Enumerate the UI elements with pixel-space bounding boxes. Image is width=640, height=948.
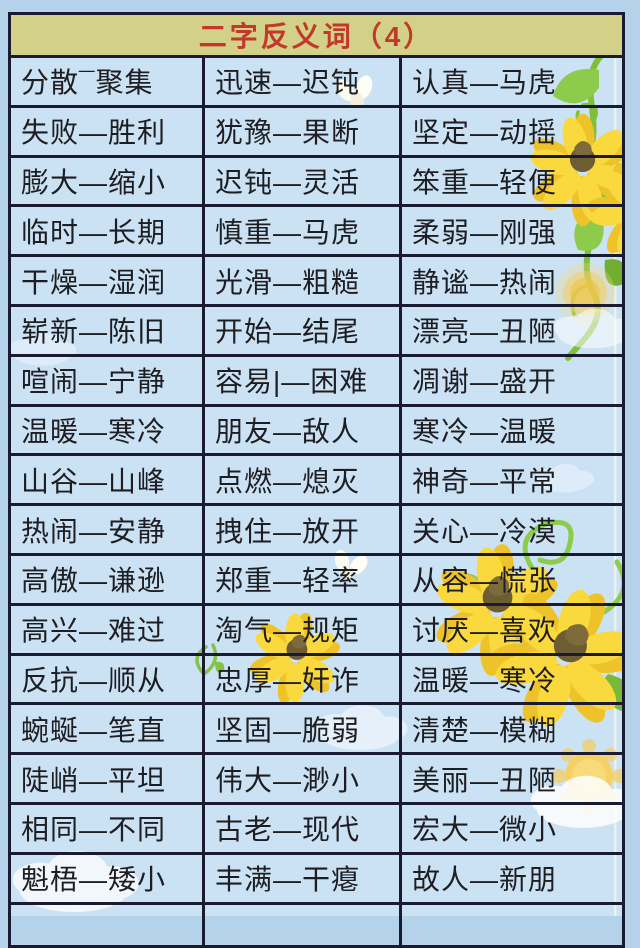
antonym-cell: 古老—现代 — [202, 801, 402, 855]
antonym-cell: 坚定—动摇 — [398, 104, 626, 158]
antonym-cell: 喧闹—宁静 — [8, 353, 205, 407]
antonym-table: 二字反义词（4） 分散¯聚集 迅速—迟钝 认真—马虎 失败—胜利 犹豫—果断 坚… — [7, 12, 626, 948]
antonym-cell: 高兴—难过 — [8, 602, 205, 656]
antonym-cell: 从容—慌张 — [398, 552, 626, 606]
antonym-cell: 温暖—寒冷 — [398, 652, 626, 706]
table-row: 高傲—谦逊 郑重—轻率 从容—慌张 — [8, 552, 626, 606]
antonym-cell: 认真—马虎 — [398, 55, 626, 108]
table-row: 蜿蜒—笔直 坚固—脆弱 清楚—模糊 — [8, 702, 626, 756]
table-row: 相同—不同 古老—现代 宏大—微小 — [8, 801, 626, 855]
antonym-cell: 朋友—敌人 — [202, 403, 402, 457]
antonym-cell: 淘气—规矩 — [202, 602, 402, 656]
table-row: 温暖—寒冷 朋友—敌人 寒冷—温暖 — [8, 403, 626, 457]
antonym-cell: 陡峭—平坦 — [8, 752, 205, 805]
table-row: 干燥—湿润 光滑—粗糙 静谧—热闹 — [8, 254, 626, 307]
antonym-cell: 干燥—湿润 — [8, 254, 205, 307]
table-row: 失败—胜利 犹豫—果断 坚定—动摇 — [8, 104, 626, 158]
antonym-table-panel: 二字反义词（4） 分散¯聚集 迅速—迟钝 认真—马虎 失败—胜利 犹豫—果断 坚… — [7, 12, 626, 948]
antonym-cell: 容易|—困难 — [202, 353, 402, 407]
antonym-cell: 相同—不同 — [8, 801, 205, 855]
antonym-cell: 故人—新朋 — [398, 851, 626, 905]
antonym-cell: 美丽—丑陋 — [398, 752, 626, 805]
table-row-partial — [8, 901, 626, 948]
antonym-cell: 反抗—顺从 — [8, 652, 205, 706]
antonym-cell: 点燃—熄灭 — [202, 453, 402, 507]
table-row: 魁梧—矮小 丰满—干瘪 故人—新朋 — [8, 851, 626, 905]
table-row: 山谷—山峰 点燃—熄灭 神奇—平常 — [8, 453, 626, 507]
antonym-cell: 漂亮—丑陋 — [398, 303, 626, 357]
antonym-cell: 魁梧—矮小 — [8, 851, 205, 905]
table-row: 膨大—缩小 迟钝—灵活 笨重—轻便 — [8, 154, 626, 208]
antonym-cell: 迅速—迟钝 — [202, 55, 402, 108]
table-row: 临时—长期 慎重—马虎 柔弱—刚强 — [8, 204, 626, 258]
title-row: 二字反义词（4） — [7, 12, 626, 58]
antonym-cell: 笨重—轻便 — [398, 154, 626, 208]
antonym-cell — [202, 901, 402, 948]
antonym-cell: 讨厌—喜欢 — [398, 602, 626, 656]
page: { "title": "二字反义词（4）", "rows": [ ["分散¯聚集… — [7, 12, 626, 948]
antonym-cell: 崭新—陈旧 — [8, 303, 205, 357]
antonym-cell: 失败—胜利 — [8, 104, 205, 158]
antonym-cell: 膨大—缩小 — [8, 154, 205, 208]
antonym-cell: 慎重—马虎 — [202, 204, 402, 258]
antonym-cell: 光滑—粗糙 — [202, 254, 402, 307]
page-title: 二字反义词（4） — [7, 12, 626, 58]
antonym-cell: 温暖—寒冷 — [8, 403, 205, 457]
table-row: 陡峭—平坦 伟大—渺小 美丽—丑陋 — [8, 752, 626, 805]
antonym-cell — [8, 901, 205, 948]
antonym-cell: 静谧—热闹 — [398, 254, 626, 307]
table-row: 高兴—难过 淘气—规矩 讨厌—喜欢 — [8, 602, 626, 656]
antonym-cell: 清楚—模糊 — [398, 702, 626, 756]
antonym-cell: 拽住—放开 — [202, 503, 402, 556]
antonym-cell: 关心—冷漠 — [398, 503, 626, 556]
table-row: 分散¯聚集 迅速—迟钝 认真—马虎 — [8, 55, 626, 108]
antonym-cell: 寒冷—温暖 — [398, 403, 626, 457]
antonym-cell: 迟钝—灵活 — [202, 154, 402, 208]
table-row: 热闹—安静 拽住—放开 关心—冷漠 — [8, 503, 626, 556]
antonym-cell: 柔弱—刚强 — [398, 204, 626, 258]
antonym-cell: 神奇—平常 — [398, 453, 626, 507]
antonym-cell — [398, 901, 626, 948]
antonym-cell: 山谷—山峰 — [8, 453, 205, 507]
table-row: 崭新—陈旧 开始—结尾 漂亮—丑陋 — [8, 303, 626, 357]
antonym-cell: 伟大—渺小 — [202, 752, 402, 805]
antonym-cell: 热闹—安静 — [8, 503, 205, 556]
table-row: 喧闹—宁静 容易|—困难 凋谢—盛开 — [8, 353, 626, 407]
antonym-cell: 凋谢—盛开 — [398, 353, 626, 407]
antonym-cell: 蜿蜒—笔直 — [8, 702, 205, 756]
antonym-cell: 开始—结尾 — [202, 303, 402, 357]
antonym-cell: 分散¯聚集 — [8, 55, 205, 108]
antonym-cell: 宏大—微小 — [398, 801, 626, 855]
antonym-cell: 高傲—谦逊 — [8, 552, 205, 606]
antonym-cell: 郑重—轻率 — [202, 552, 402, 606]
antonym-cell: 忠厚—奸诈 — [202, 652, 402, 706]
antonym-cell: 犹豫—果断 — [202, 104, 402, 158]
table-row: 反抗—顺从 忠厚—奸诈 温暖—寒冷 — [8, 652, 626, 706]
antonym-cell: 临时—长期 — [8, 204, 205, 258]
antonym-cell: 丰满—干瘪 — [202, 851, 402, 905]
antonym-cell: 坚固—脆弱 — [202, 702, 402, 756]
